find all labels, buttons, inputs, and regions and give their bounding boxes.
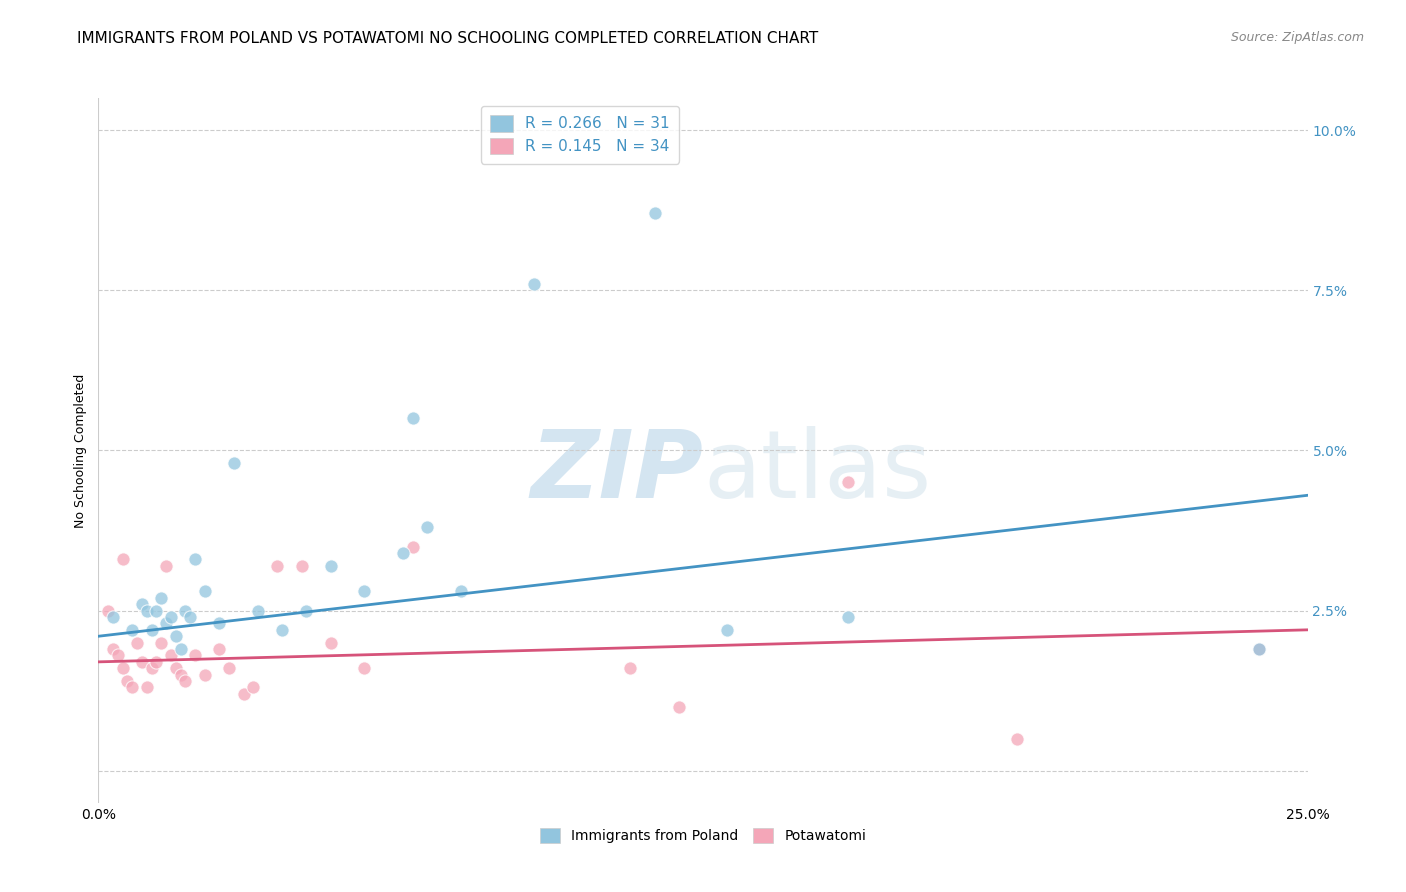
Point xyxy=(295,604,318,618)
Point xyxy=(1007,731,1029,746)
Point xyxy=(174,674,197,689)
Point xyxy=(450,584,472,599)
Point xyxy=(155,616,177,631)
Point xyxy=(135,681,157,695)
Point xyxy=(290,558,312,573)
Point xyxy=(111,661,134,675)
Point xyxy=(145,604,167,618)
Point xyxy=(141,623,163,637)
Point xyxy=(169,642,191,657)
Point xyxy=(131,655,153,669)
Point xyxy=(150,591,173,605)
Point xyxy=(155,558,177,573)
Point xyxy=(353,584,375,599)
Text: atlas: atlas xyxy=(703,425,931,517)
Point xyxy=(668,699,690,714)
Text: IMMIGRANTS FROM POLAND VS POTAWATOMI NO SCHOOLING COMPLETED CORRELATION CHART: IMMIGRANTS FROM POLAND VS POTAWATOMI NO … xyxy=(77,31,818,46)
Point xyxy=(101,610,124,624)
Point xyxy=(218,661,240,675)
Point xyxy=(232,687,254,701)
Point xyxy=(392,546,415,560)
Point xyxy=(266,558,288,573)
Point xyxy=(716,623,738,637)
Point xyxy=(174,604,197,618)
Point xyxy=(131,597,153,611)
Legend: Immigrants from Poland, Potawatomi: Immigrants from Poland, Potawatomi xyxy=(534,822,872,848)
Point xyxy=(1249,642,1271,657)
Point xyxy=(402,540,425,554)
Point xyxy=(319,635,342,649)
Point xyxy=(353,661,375,675)
Point xyxy=(208,616,231,631)
Point xyxy=(135,604,157,618)
Point xyxy=(121,681,143,695)
Point xyxy=(242,681,264,695)
Point xyxy=(619,661,641,675)
Y-axis label: No Schooling Completed: No Schooling Completed xyxy=(75,374,87,527)
Text: Source: ZipAtlas.com: Source: ZipAtlas.com xyxy=(1230,31,1364,45)
Point xyxy=(184,648,207,663)
Point xyxy=(145,655,167,669)
Point xyxy=(194,584,217,599)
Point xyxy=(222,456,245,470)
Point xyxy=(271,623,294,637)
Point xyxy=(247,604,270,618)
Point xyxy=(644,206,666,220)
Point xyxy=(837,610,859,624)
Point xyxy=(184,552,207,566)
Point xyxy=(179,610,201,624)
Point xyxy=(165,629,187,643)
Point xyxy=(101,642,124,657)
Point xyxy=(127,635,149,649)
Point xyxy=(150,635,173,649)
Point xyxy=(160,648,183,663)
Point xyxy=(523,277,546,291)
Point xyxy=(194,667,217,681)
Text: ZIP: ZIP xyxy=(530,425,703,517)
Point xyxy=(97,604,120,618)
Point xyxy=(160,610,183,624)
Point xyxy=(111,552,134,566)
Point xyxy=(402,411,425,425)
Point xyxy=(121,623,143,637)
Point xyxy=(107,648,129,663)
Point xyxy=(837,475,859,490)
Point xyxy=(1249,642,1271,657)
Point xyxy=(319,558,342,573)
Point xyxy=(208,642,231,657)
Point xyxy=(141,661,163,675)
Point xyxy=(416,520,439,534)
Point xyxy=(117,674,139,689)
Point xyxy=(169,667,191,681)
Point xyxy=(165,661,187,675)
